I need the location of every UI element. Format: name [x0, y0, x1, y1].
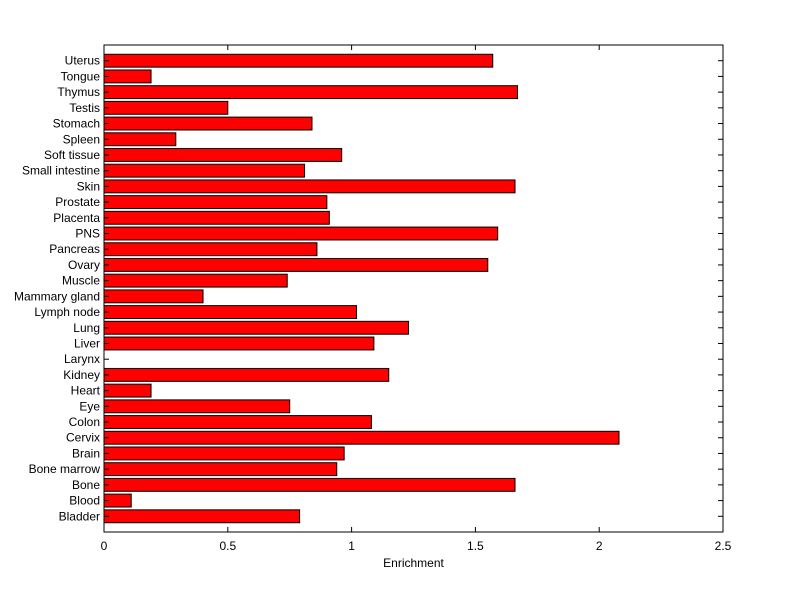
bar-soft-tissue: [103, 148, 343, 162]
y-tick-label-lung: Lung: [73, 321, 100, 335]
bar-thymus: [103, 85, 518, 100]
x-tick-label-2: 1: [348, 539, 355, 553]
bar-cervix: [103, 430, 620, 445]
bar-bladder: [103, 509, 301, 524]
bar-placenta: [103, 210, 330, 225]
y-tick-label-bladder: Bladder: [59, 509, 100, 523]
y-tick-label-cervix: Cervix: [66, 431, 100, 445]
y-tick-label-bone-marrow: Bone marrow: [29, 462, 101, 476]
y-tick-label-placenta: Placenta: [53, 211, 100, 225]
y-tick-label-thymus: Thymus: [57, 85, 100, 99]
bar-ovary: [103, 257, 489, 272]
x-tick-label-5: 2.5: [715, 539, 732, 553]
y-tick-label-muscle: Muscle: [62, 274, 100, 288]
bar-tongue: [103, 69, 152, 84]
y-tick-label-heart: Heart: [71, 384, 101, 398]
y-tick-label-colon: Colon: [69, 415, 100, 429]
x-axis-ticks: 0 0.5 1 1.5 2 2.5: [101, 45, 732, 553]
y-tick-label-pancreas: Pancreas: [49, 242, 100, 256]
y-tick-label-liver: Liver: [74, 336, 100, 350]
bar-spleen: [103, 132, 177, 147]
bar-heart: [103, 383, 152, 398]
y-tick-label-bone: Bone: [72, 478, 100, 492]
bar-lung: [103, 320, 410, 335]
bars-group: [103, 53, 620, 524]
y-tick-label-tongue: Tongue: [61, 69, 101, 83]
bar-kidney: [103, 367, 390, 382]
bar-muscle: [103, 273, 288, 288]
y-tick-label-ovary: Ovary: [68, 258, 100, 272]
y-tick-label-skin: Skin: [77, 179, 100, 193]
bar-liver: [103, 336, 375, 351]
y-tick-label-larynx: Larynx: [64, 352, 100, 366]
x-tick-label-0: 0: [101, 539, 108, 553]
x-tick-label-1: 0.5: [219, 539, 236, 553]
y-tick-label-uterus: Uterus: [65, 54, 100, 68]
y-tick-label-prostate: Prostate: [55, 195, 100, 209]
bar-pns: [103, 226, 499, 241]
y-tick-label-small-intestine: Small intestine: [22, 164, 100, 178]
bar-bone: [103, 477, 516, 492]
y-tick-label-stomach: Stomach: [53, 117, 100, 131]
y-tick-label-kidney: Kidney: [63, 368, 100, 382]
bar-uterus: [103, 53, 494, 68]
x-axis-label: Enrichment: [383, 556, 444, 570]
y-tick-label-testis: Testis: [69, 101, 100, 115]
y-tick-label-pns: PNS: [75, 227, 100, 241]
y-tick-label-lymph-node: Lymph node: [34, 305, 100, 319]
y-tick-label-eye: Eye: [79, 399, 100, 413]
bar-pancreas: [103, 242, 318, 257]
y-tick-label-blood: Blood: [69, 494, 100, 508]
bar-prostate: [103, 195, 328, 210]
bar-mammary-gland: [103, 289, 204, 304]
x-tick-label-3: 1.5: [467, 539, 484, 553]
bar-testis: [103, 100, 229, 115]
bar-skin: [103, 179, 516, 194]
x-tick-label-4: 2: [596, 539, 603, 553]
y-tick-label-brain: Brain: [72, 446, 100, 460]
bar-stomach: [103, 116, 313, 131]
bar-bone-marrow: [103, 462, 338, 477]
bar-brain: [103, 446, 345, 461]
bar-colon: [103, 415, 372, 429]
y-tick-label-soft-tissue: Soft tissue: [44, 148, 100, 162]
y-tick-label-spleen: Spleen: [63, 132, 100, 146]
y-tick-label-mammary-gland: Mammary gland: [14, 289, 100, 303]
plot-frame: [103, 44, 724, 533]
bar-lymph-node: [103, 305, 358, 320]
bar-small-intestine: [103, 163, 306, 178]
bar-eye: [103, 399, 291, 414]
